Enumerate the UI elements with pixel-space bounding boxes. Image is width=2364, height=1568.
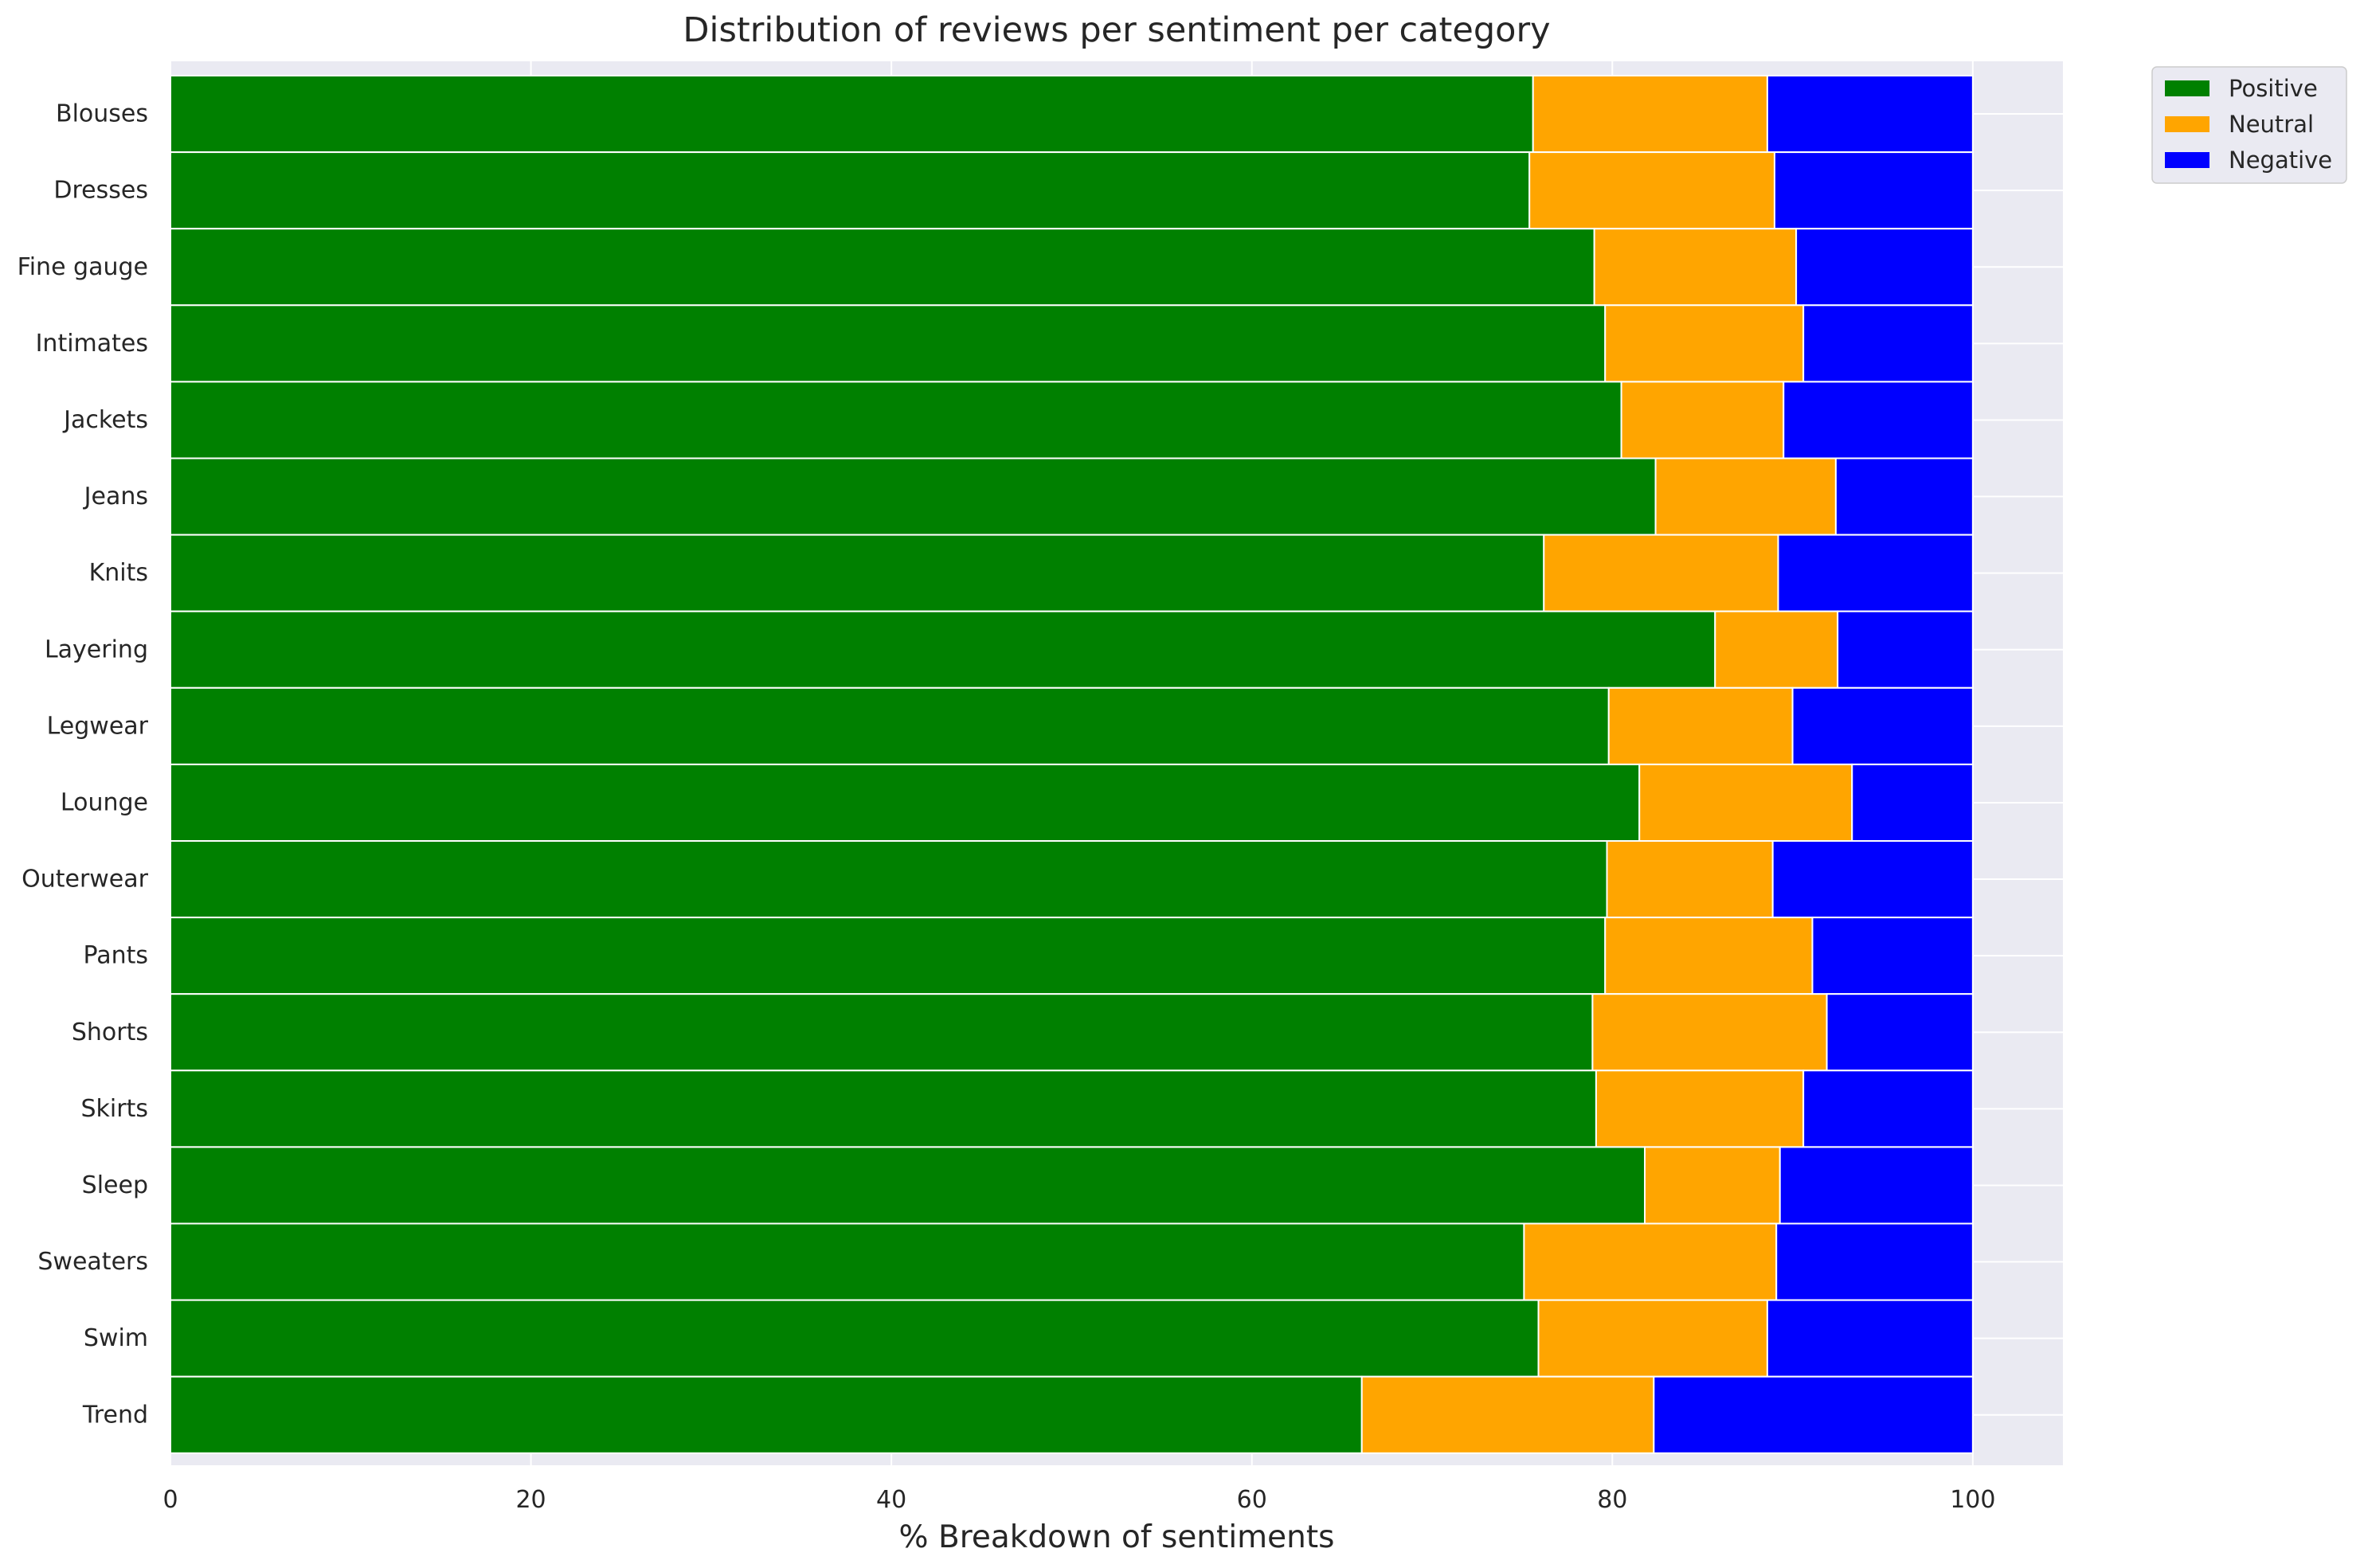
bar-negative: [1777, 534, 1974, 612]
bar-neutral: [1638, 763, 1853, 843]
x-tick-label: 80: [1597, 1486, 1627, 1514]
legend-label-neutral: Neutral: [2229, 111, 2314, 138]
x-tick-label: 60: [1237, 1486, 1267, 1514]
bar-positive: [170, 686, 1610, 765]
y-tick-label: Outerwear: [22, 866, 149, 893]
bar-negative: [1783, 381, 1974, 459]
bar-neutral: [1654, 457, 1837, 536]
bar-neutral: [1360, 1375, 1655, 1454]
y-tick-label: Jeans: [83, 483, 148, 510]
legend: Positive Neutral Negative: [2151, 66, 2347, 184]
bar-neutral: [1620, 381, 1785, 459]
bar-neutral: [1595, 1069, 1805, 1148]
x-tick-label: 20: [515, 1486, 546, 1514]
bar-negative: [1802, 1069, 1974, 1148]
y-tick-label: Lounge: [61, 788, 148, 816]
bar-neutral: [1528, 151, 1775, 230]
bar-negative: [1775, 1222, 1974, 1301]
bar-positive: [170, 228, 1595, 307]
x-axis-label: % Breakdown of sentiments: [899, 1519, 1335, 1555]
bar-neutral: [1523, 1222, 1778, 1301]
legend-swatch-positive: [2165, 80, 2209, 96]
y-tick-label: Swim: [84, 1324, 148, 1352]
y-tick-label: Legwear: [47, 712, 149, 740]
bar-negative: [1802, 304, 1974, 383]
x-tick-label: 40: [876, 1486, 906, 1514]
bar-negative: [1791, 686, 1974, 765]
bar-neutral: [1714, 610, 1839, 689]
bar-negative: [1826, 993, 1974, 1072]
bars: [170, 75, 1974, 1454]
y-tick-label: Skirts: [81, 1095, 148, 1123]
chart-title: Distribution of reviews per sentiment pe…: [683, 10, 1550, 50]
bar-neutral: [1604, 304, 1805, 383]
bar-neutral: [1591, 993, 1828, 1072]
bar-positive: [170, 534, 1545, 612]
y-tick-label: Intimates: [36, 330, 148, 358]
y-tick-label: Shorts: [72, 1019, 148, 1046]
x-tick-labels: 0 20 40 60 80 100: [162, 1486, 1995, 1514]
bar-neutral: [1604, 917, 1814, 995]
bar-positive: [170, 840, 1608, 919]
bar-positive: [170, 1146, 1646, 1225]
bar-negative: [1851, 763, 1974, 843]
y-tick-label: Layering: [45, 635, 148, 663]
legend-label-positive: Positive: [2229, 75, 2318, 102]
y-tick-label: Sleep: [82, 1171, 148, 1199]
y-tick-label: Pants: [83, 942, 148, 970]
bar-negative: [1811, 917, 1974, 995]
bar-neutral: [1543, 534, 1779, 612]
bar-positive: [170, 917, 1607, 995]
legend-swatch-neutral: [2165, 116, 2209, 132]
y-tick-label: Sweaters: [37, 1248, 148, 1276]
bar-neutral: [1593, 228, 1798, 307]
bar-positive: [170, 993, 1594, 1072]
bar-positive: [170, 1069, 1597, 1148]
bar-negative: [1653, 1375, 1974, 1454]
y-tick-labels: Blouses Dresses Fine gauge Intimates Jackets…: [18, 100, 149, 1429]
bar-positive: [170, 1222, 1525, 1301]
y-tick-label: Dresses: [53, 177, 148, 205]
x-tick-label: 100: [1950, 1486, 1995, 1514]
y-tick-label: Blouses: [56, 100, 148, 128]
y-tick-label: Jackets: [62, 406, 148, 434]
legend-swatch-negative: [2165, 152, 2209, 168]
y-tick-label: Knits: [89, 559, 148, 587]
bar-neutral: [1537, 1299, 1768, 1378]
y-tick-label: Fine gauge: [18, 253, 148, 281]
bar-negative: [1779, 1146, 1974, 1225]
bar-negative: [1771, 840, 1974, 919]
bar-positive: [170, 151, 1531, 230]
bar-positive: [170, 1299, 1540, 1378]
bar-negative: [1795, 228, 1974, 307]
bar-negative: [1834, 457, 1974, 536]
bar-positive: [170, 457, 1657, 536]
bar-positive: [170, 304, 1607, 383]
bar-negative: [1773, 151, 1974, 230]
bar-positive: [170, 381, 1622, 459]
bar-positive: [170, 75, 1534, 154]
y-tick-label: Trend: [82, 1401, 148, 1429]
bar-positive: [170, 763, 1641, 843]
bar-positive: [170, 1375, 1363, 1454]
bar-negative: [1766, 75, 1974, 154]
bar-neutral: [1532, 75, 1768, 154]
x-tick-label: 0: [162, 1486, 178, 1514]
bar-negative: [1837, 610, 1974, 689]
bar-neutral: [1606, 840, 1774, 919]
bar-negative: [1766, 1299, 1974, 1378]
legend-label-negative: Negative: [2229, 147, 2332, 174]
bar-neutral: [1607, 686, 1794, 765]
bar-positive: [170, 610, 1716, 689]
bar-neutral: [1644, 1146, 1781, 1225]
